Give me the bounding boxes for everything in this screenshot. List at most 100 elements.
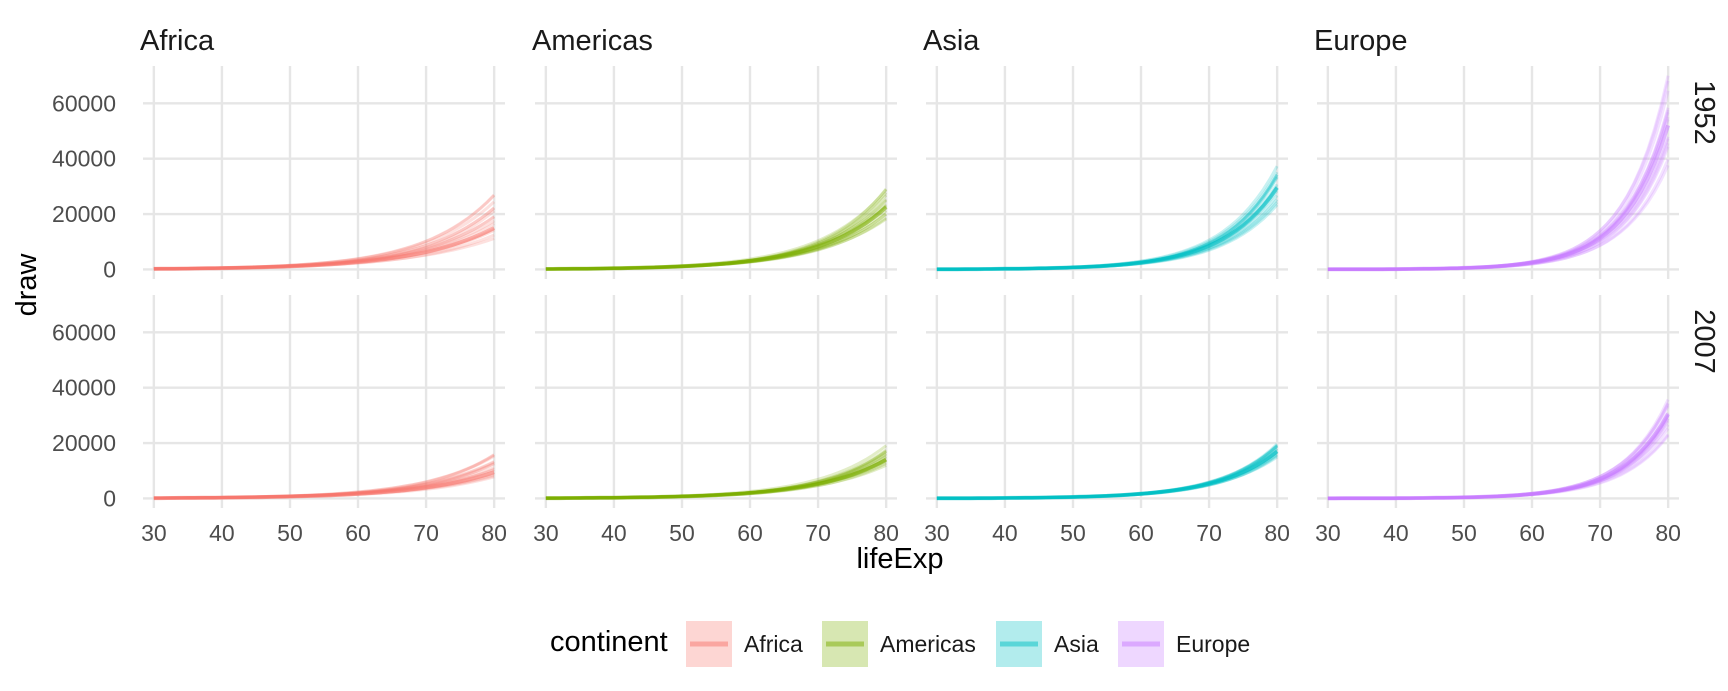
median-line [545, 205, 888, 271]
draw-line [153, 194, 496, 271]
draw-line [1327, 411, 1670, 500]
draw-line [153, 207, 496, 271]
panel-europe-1952 [1317, 66, 1679, 279]
x-tick-label: 80 [1264, 520, 1290, 546]
x-tick-label: 40 [209, 520, 235, 546]
median-line [153, 226, 495, 271]
facet-label-americas: Americas [532, 25, 653, 57]
x-tick-label: 30 [141, 520, 167, 546]
x-tick-label: 80 [873, 520, 899, 546]
draw-line [153, 460, 495, 500]
x-tick-label: 30 [924, 520, 950, 546]
x-tick-label: 60 [737, 520, 763, 546]
draw-line [936, 442, 1279, 500]
draw-line [1327, 80, 1670, 271]
draw-line [1327, 417, 1670, 500]
y-axis-title: draw [11, 253, 43, 317]
y-tick-label: 60000 [52, 90, 116, 116]
x-tick-label: 60 [1128, 520, 1154, 546]
median-line [1327, 124, 1670, 272]
y-tick-label: 0 [103, 485, 116, 511]
facet-label-africa: Africa [140, 25, 215, 57]
draw-line [153, 454, 495, 500]
draw-line [936, 173, 1279, 271]
median-line [153, 470, 495, 501]
draw-line [1327, 402, 1670, 500]
draw-line [1327, 136, 1670, 271]
x-tick-label: 50 [1451, 520, 1477, 546]
axes: 0 20000 40000 60000 0 20000 40000 60000 30 40 50 60… [52, 90, 1681, 546]
draw-line [1327, 142, 1670, 271]
draw-line [1327, 107, 1670, 271]
x-tick-label: 60 [1519, 520, 1545, 546]
draw-line [936, 444, 1279, 500]
facet-label-europe: Europe [1314, 25, 1408, 57]
draw-line [936, 175, 1279, 271]
x-tick-label: 70 [805, 520, 831, 546]
x-tick-label: 30 [533, 520, 559, 546]
y-tick-label: 20000 [52, 430, 116, 456]
draw-line [1327, 109, 1670, 271]
y-tick-label: 20000 [52, 201, 116, 227]
draw-line [1327, 423, 1670, 500]
draw-line [936, 447, 1279, 500]
draw-line [936, 444, 1279, 500]
facet-strips: Africa Americas Asia Europe 1952 2007 [140, 25, 1720, 374]
facet-panels [143, 66, 1679, 508]
x-axis-title: lifeExp [856, 543, 943, 575]
draw-line [1327, 405, 1670, 500]
facet-label-asia: Asia [923, 25, 980, 57]
panel-americas-2007 [535, 295, 897, 508]
draw-line [1327, 111, 1670, 271]
legend-label-europe: Europe [1176, 631, 1250, 657]
x-tick-label: 40 [992, 520, 1018, 546]
panel-asia-2007 [926, 295, 1288, 508]
legend-label-asia: Asia [1054, 631, 1099, 657]
draw-line [1327, 146, 1670, 271]
draw-line [545, 188, 888, 271]
panel-asia-1952 [926, 66, 1288, 279]
y-tick-label: 40000 [52, 146, 116, 172]
median-line [936, 186, 1279, 272]
draw-line [153, 193, 496, 271]
median-line [545, 457, 888, 501]
draw-line [936, 176, 1279, 271]
facet-label-1952: 1952 [1688, 80, 1720, 145]
draw-line [1327, 90, 1670, 271]
x-tick-label: 50 [277, 520, 303, 546]
panel-americas-1952 [535, 66, 897, 279]
y-tick-label: 40000 [52, 375, 116, 401]
draw-line [936, 444, 1279, 500]
draw-line [1327, 116, 1670, 271]
x-tick-label: 50 [669, 520, 695, 546]
legend: continent Africa Americas Asia Europe [550, 621, 1250, 667]
x-tick-label: 80 [1655, 520, 1681, 546]
draw-line [936, 173, 1279, 271]
draw-line [1327, 415, 1670, 500]
y-tick-label: 60000 [52, 319, 116, 345]
draw-line [1327, 420, 1670, 500]
x-tick-label: 70 [413, 520, 439, 546]
legend-title: continent [550, 626, 668, 658]
draw-line [153, 215, 495, 271]
draw-line [936, 183, 1279, 271]
panel-europe-2007 [1317, 295, 1679, 508]
x-tick-label: 40 [1383, 520, 1409, 546]
draw-line [936, 171, 1279, 271]
draw-line [936, 449, 1279, 500]
draw-line [1327, 398, 1670, 500]
x-tick-label: 70 [1196, 520, 1222, 546]
draw-line [936, 165, 1279, 271]
legend-label-americas: Americas [880, 631, 976, 657]
panel-africa-2007 [143, 295, 505, 508]
x-tick-label: 30 [1315, 520, 1341, 546]
facet-label-2007: 2007 [1688, 309, 1720, 374]
draw-line [1327, 75, 1670, 271]
draw-line [936, 445, 1279, 500]
legend-label-africa: Africa [744, 631, 803, 657]
x-tick-label: 40 [601, 520, 627, 546]
draw-line [1327, 403, 1670, 500]
draw-line [545, 188, 888, 271]
draw-line [1327, 414, 1670, 500]
